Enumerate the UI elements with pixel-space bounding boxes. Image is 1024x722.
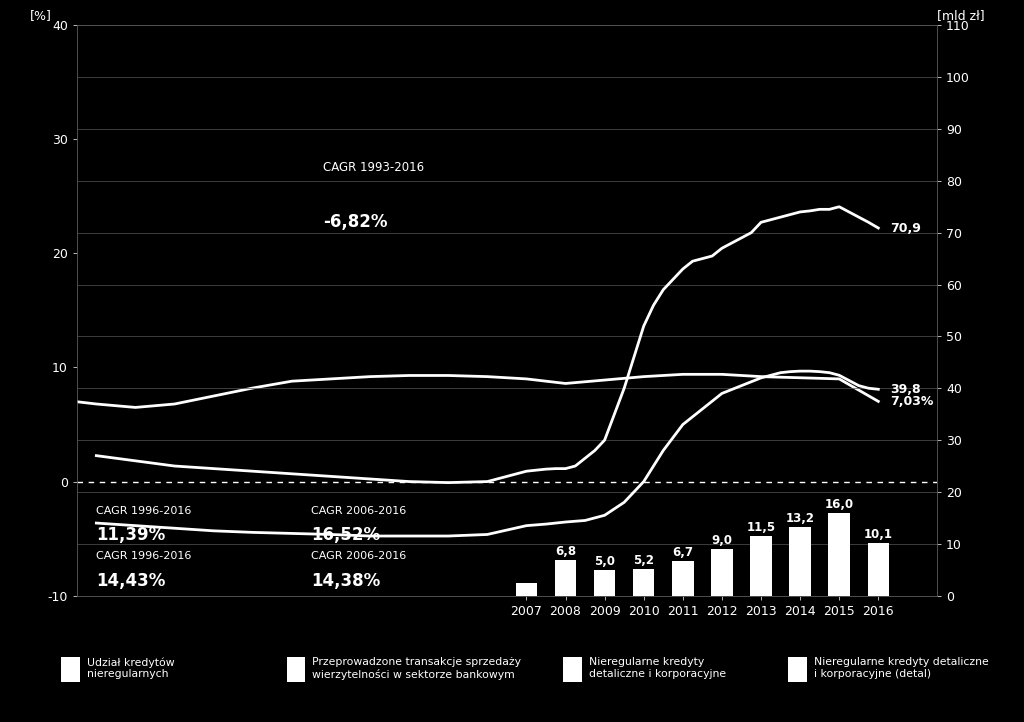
Text: 16,0: 16,0: [824, 497, 854, 510]
Bar: [633, 569, 654, 596]
Text: 9,0: 9,0: [712, 534, 732, 547]
Text: 6,8: 6,8: [555, 545, 577, 558]
Text: 10,1: 10,1: [864, 529, 893, 542]
Text: [mld zł]: [mld zł]: [937, 9, 984, 22]
Bar: [790, 527, 811, 596]
Text: Przeprowadzone transakcje sprzedaży
wierzytelności w sektorze bankowym: Przeprowadzone transakcje sprzedaży wier…: [312, 657, 521, 680]
Text: CAGR 1996-2016: CAGR 1996-2016: [96, 506, 191, 516]
Bar: [867, 543, 889, 596]
Bar: [672, 561, 693, 596]
Text: CAGR 2006-2016: CAGR 2006-2016: [311, 552, 407, 562]
Bar: [751, 536, 772, 596]
Text: CAGR 2006-2016: CAGR 2006-2016: [311, 506, 407, 516]
Text: Nieregularne kredyty detaliczne
i korporacyjne (detal): Nieregularne kredyty detaliczne i korpor…: [814, 657, 989, 679]
Text: Nieregularne kredyty
detaliczne i korporacyjne: Nieregularne kredyty detaliczne i korpor…: [589, 657, 726, 679]
Bar: [712, 549, 733, 596]
Text: [%]: [%]: [30, 9, 51, 22]
Text: 70,9: 70,9: [890, 222, 921, 235]
Bar: [516, 583, 538, 596]
Text: 6,7: 6,7: [673, 546, 693, 559]
Text: 7,03%: 7,03%: [890, 395, 934, 408]
Text: CAGR 1993-2016: CAGR 1993-2016: [324, 160, 424, 173]
Text: 39,8: 39,8: [890, 383, 921, 396]
Text: 5,2: 5,2: [633, 554, 654, 567]
Text: 13,2: 13,2: [785, 512, 815, 525]
Text: 14,38%: 14,38%: [311, 572, 381, 590]
Text: Udział kredytów
nieregularnych: Udział kredytów nieregularnych: [87, 657, 175, 679]
Text: 11,39%: 11,39%: [96, 526, 166, 544]
Bar: [828, 513, 850, 596]
Text: 5,0: 5,0: [594, 554, 615, 567]
Text: CAGR 1996-2016: CAGR 1996-2016: [96, 552, 191, 562]
Bar: [594, 570, 615, 596]
Text: 16,52%: 16,52%: [311, 526, 381, 544]
Text: -6,82%: -6,82%: [324, 212, 388, 230]
Text: 11,5: 11,5: [746, 521, 775, 534]
Text: 14,43%: 14,43%: [96, 572, 166, 590]
Bar: [555, 560, 577, 596]
